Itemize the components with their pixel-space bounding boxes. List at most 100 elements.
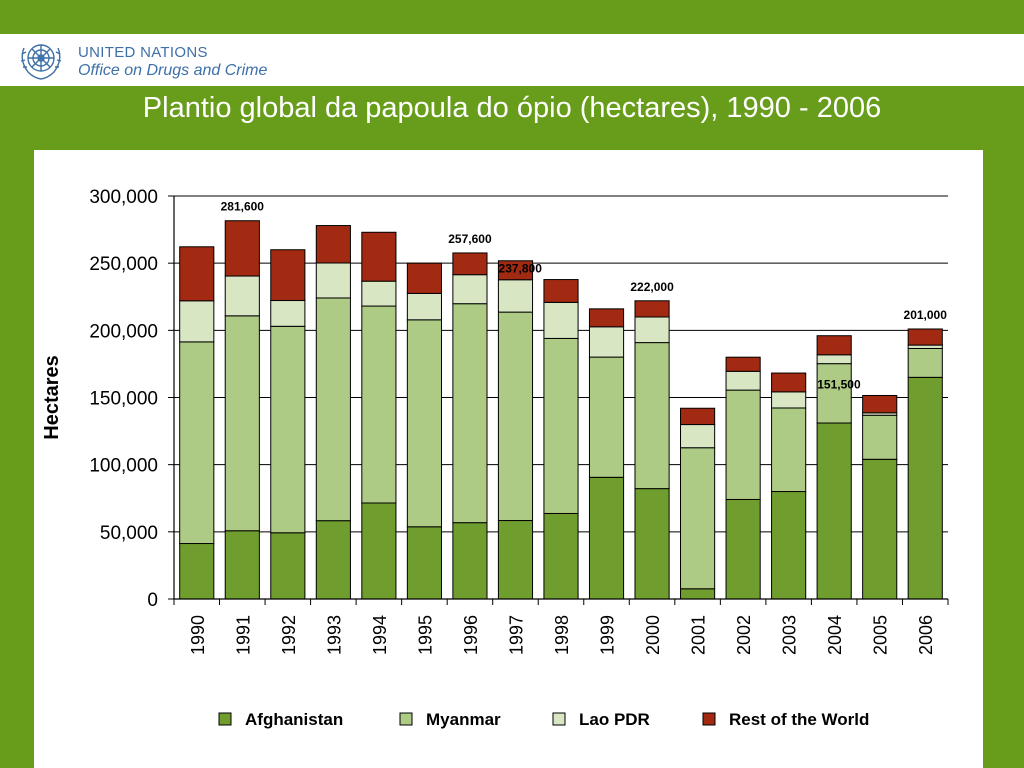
bar-segment [452, 522, 488, 600]
bar-segment [497, 520, 534, 600]
bar-segment [816, 335, 852, 356]
bar-segment [452, 252, 488, 276]
total-data-label: 151,500 [817, 377, 861, 391]
bar-segment [907, 376, 943, 600]
bar-segment [543, 279, 579, 303]
bar-segment [588, 476, 625, 600]
bar-segment [270, 325, 306, 534]
bar-segment [497, 279, 534, 313]
legend-swatch [552, 712, 566, 726]
bar-segment [406, 319, 442, 528]
x-tick-label: 1991 [233, 615, 253, 655]
bar-segment [634, 342, 670, 490]
bar-segment [224, 275, 260, 317]
bar-segment [179, 300, 215, 343]
y-tick-label: 50,000 [100, 523, 158, 544]
bar-segment [543, 301, 579, 339]
legend-label: Lao PDR [579, 710, 650, 729]
bar-segment [816, 354, 852, 365]
bar-segment [634, 300, 670, 318]
bar-segment [497, 260, 534, 281]
bar-segment [725, 498, 761, 600]
x-tick-label: 2001 [689, 615, 709, 655]
org-name-line2: Office on Drugs and Crime [78, 62, 268, 79]
bars [179, 220, 943, 600]
bar-segment [862, 458, 898, 600]
y-tick-label: 250,000 [89, 254, 158, 275]
y-tick-label: 200,000 [89, 321, 158, 342]
bar-segment [725, 389, 761, 500]
bar-segment [315, 520, 351, 600]
bar-segment [452, 274, 488, 305]
bar-segment [315, 225, 351, 264]
bar-segment [907, 328, 943, 346]
total-data-label: 257,600 [448, 232, 492, 246]
legend-label: Myanmar [426, 710, 501, 729]
y-tick-label: 100,000 [89, 456, 158, 477]
bar-segment [725, 356, 761, 372]
legend-swatch [702, 712, 716, 726]
bar-segment [224, 315, 260, 532]
x-tick-label: 2005 [871, 615, 891, 655]
bar-segment [179, 543, 215, 600]
bar-segment [406, 292, 442, 321]
y-tick-label: 0 [147, 590, 158, 611]
bar-segment [497, 311, 534, 522]
legend-label: Rest of the World [729, 710, 869, 729]
bar-segment [588, 356, 625, 478]
un-emblem-icon [20, 44, 62, 80]
x-tick-label: 1995 [415, 615, 435, 655]
total-data-label: 201,000 [904, 308, 948, 322]
bar-segment [680, 407, 716, 426]
bar-segment [452, 303, 488, 524]
x-tick-label: 1992 [279, 615, 299, 655]
bar-segment [224, 530, 260, 600]
legend-swatch [218, 712, 232, 726]
bar-segment [634, 488, 670, 600]
bar-segment [543, 337, 579, 514]
bar-segment [771, 391, 807, 409]
x-tick-label: 2000 [643, 615, 663, 655]
header-bar: UNITED NATIONS Office on Drugs and Crime [0, 34, 1024, 86]
bar-segment [907, 347, 943, 378]
x-tick-label: 2002 [734, 615, 754, 655]
x-tick-label: 1994 [370, 615, 390, 655]
org-name-line1: UNITED NATIONS [78, 44, 208, 61]
bar-segment [588, 308, 625, 328]
bar-segment [816, 363, 852, 424]
x-tick-label: 1990 [188, 615, 208, 655]
bar-segment [816, 422, 852, 600]
bar-segment [907, 344, 943, 349]
stacked-bar-chart: 0 50,000 100,000 150,000 200,000 250,000 300,0… [41, 187, 949, 729]
total-data-label: 222,000 [630, 280, 674, 294]
legend-label: Afghanistan [245, 710, 343, 729]
bar-segment [270, 300, 306, 327]
legend: Afghanistan Myanmar Lao PDR Rest of the Wor… [218, 710, 869, 729]
bar-segment [315, 262, 351, 299]
bar-segment [543, 512, 579, 600]
x-tick-label: 1999 [598, 615, 618, 655]
bar-segment [588, 326, 625, 358]
bar-segment [179, 246, 215, 302]
bar-segment [771, 372, 807, 393]
bar-segment [862, 414, 898, 460]
y-axis-title: Hectares [41, 355, 63, 440]
bar-segment [725, 370, 761, 391]
bar-segment [406, 262, 442, 294]
slide-title: Plantio global da papoula do ópio (hecta… [142, 92, 882, 124]
bar-segment [270, 249, 306, 302]
chart-panel: 0 50,000 100,000 150,000 200,000 250,000 300,0… [34, 150, 983, 768]
bar-segment [361, 305, 397, 504]
y-tick-label: 150,000 [89, 389, 158, 410]
x-tick-label: 2004 [825, 615, 845, 655]
x-tick-label: 2006 [916, 615, 936, 655]
total-data-label: 237,800 [499, 262, 543, 276]
x-tick-label: 1997 [506, 615, 526, 655]
x-tick-label: 1996 [461, 615, 481, 655]
labels: 281,600 257,600 237,800 222,000 151,500 201,0… [221, 200, 948, 392]
bar-segment [270, 532, 306, 600]
bar-segment [680, 588, 716, 600]
bar-segment [771, 407, 807, 493]
x-tick-label: 2003 [780, 615, 800, 655]
legend-swatch [399, 712, 413, 726]
